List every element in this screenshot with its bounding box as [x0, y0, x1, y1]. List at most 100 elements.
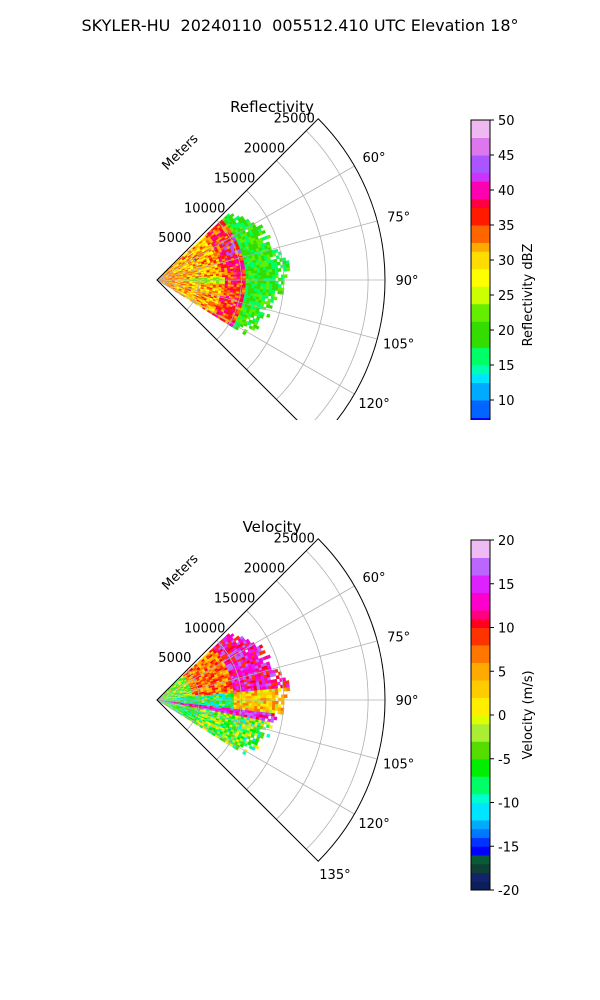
data-cell — [213, 275, 217, 278]
data-cell — [178, 689, 183, 692]
data-cell — [266, 313, 271, 318]
data-cell — [182, 683, 187, 687]
data-cell — [193, 710, 198, 713]
data-cell — [195, 281, 199, 283]
data-cell — [162, 281, 166, 284]
data-cell — [242, 331, 247, 336]
data-cell — [262, 671, 267, 676]
data-cell — [189, 667, 193, 671]
colorbar-swatch — [471, 645, 490, 655]
data-cell — [175, 262, 179, 266]
sector-outline — [156, 118, 386, 420]
data-cell — [182, 690, 186, 693]
data-cell — [175, 263, 180, 267]
data-cell — [161, 694, 165, 697]
colorbar-swatch — [471, 321, 490, 331]
data-cell — [198, 683, 203, 686]
data-cell — [208, 663, 213, 667]
data-cell — [205, 719, 210, 723]
data-cell — [245, 280, 250, 284]
data-cell — [163, 692, 167, 695]
data-cell — [214, 267, 219, 270]
data-cell — [242, 700, 247, 704]
data-cell — [165, 689, 169, 693]
data-cell — [162, 278, 167, 280]
data-cell — [204, 295, 208, 299]
data-cell — [191, 295, 196, 299]
data-cell — [200, 247, 204, 251]
data-cell — [185, 252, 190, 256]
data-cell — [162, 276, 166, 279]
colorbar-swatch — [471, 557, 490, 567]
data-cell — [162, 700, 167, 702]
data-cell — [194, 270, 198, 273]
data-cell — [206, 692, 211, 695]
data-cell — [257, 692, 261, 696]
data-cell — [263, 280, 267, 285]
data-cell — [168, 276, 172, 278]
data-cell — [190, 291, 194, 294]
data-cell — [249, 677, 254, 682]
data-cell — [192, 265, 197, 268]
data-cell — [190, 686, 194, 689]
data-cell — [248, 695, 252, 699]
data-cell — [215, 274, 220, 277]
data-cell — [188, 705, 193, 707]
data-cell — [181, 261, 185, 265]
data-cell — [211, 255, 215, 258]
data-cell — [194, 689, 198, 692]
data-cell — [266, 733, 271, 738]
data-cell — [180, 700, 184, 702]
data-cell — [179, 678, 183, 682]
data-cell — [225, 305, 230, 309]
data-cell — [190, 290, 195, 293]
data-cell — [189, 278, 193, 280]
data-cell — [209, 693, 214, 696]
data-cell — [182, 270, 186, 273]
data-cell — [265, 686, 270, 690]
data-cell — [170, 266, 174, 269]
reflectivity-panel: Reflectivity 50001000015000200002500060°… — [156, 98, 536, 420]
data-cell — [221, 702, 226, 705]
data-cell — [215, 669, 220, 673]
data-cell — [221, 287, 225, 290]
data-cell — [214, 667, 219, 672]
data-cell — [220, 729, 225, 733]
data-cell — [168, 280, 173, 282]
data-cell — [176, 707, 180, 709]
data-cell — [267, 679, 272, 684]
data-cell — [171, 276, 175, 278]
data-cell — [171, 278, 176, 280]
data-cell — [273, 682, 278, 686]
data-cell — [171, 700, 176, 702]
data-cell — [201, 302, 206, 305]
data-cell — [167, 273, 171, 276]
data-cell — [182, 272, 187, 275]
data-cell — [159, 696, 163, 699]
data-cell — [188, 692, 193, 695]
data-cell — [167, 693, 171, 696]
data-cell — [175, 683, 180, 687]
data-cell — [184, 687, 188, 690]
data-cell — [207, 310, 211, 314]
data-cell — [243, 714, 248, 718]
data-cell — [206, 305, 210, 309]
data-cell — [209, 259, 214, 262]
data-cell — [215, 695, 220, 698]
data-cell — [250, 268, 255, 272]
data-cell — [167, 284, 172, 286]
data-cell — [174, 276, 178, 278]
data-cell — [176, 690, 180, 693]
data-cell — [188, 261, 192, 265]
data-cell — [183, 697, 187, 699]
data-cell — [256, 708, 261, 713]
data-cell — [233, 284, 238, 288]
data-cell — [247, 741, 252, 746]
data-cell — [163, 272, 167, 275]
data-cell — [233, 282, 238, 286]
data-cell — [246, 297, 251, 301]
data-cell — [202, 677, 207, 681]
data-cell — [246, 735, 251, 740]
data-cell — [257, 299, 262, 304]
data-cell — [165, 283, 169, 285]
